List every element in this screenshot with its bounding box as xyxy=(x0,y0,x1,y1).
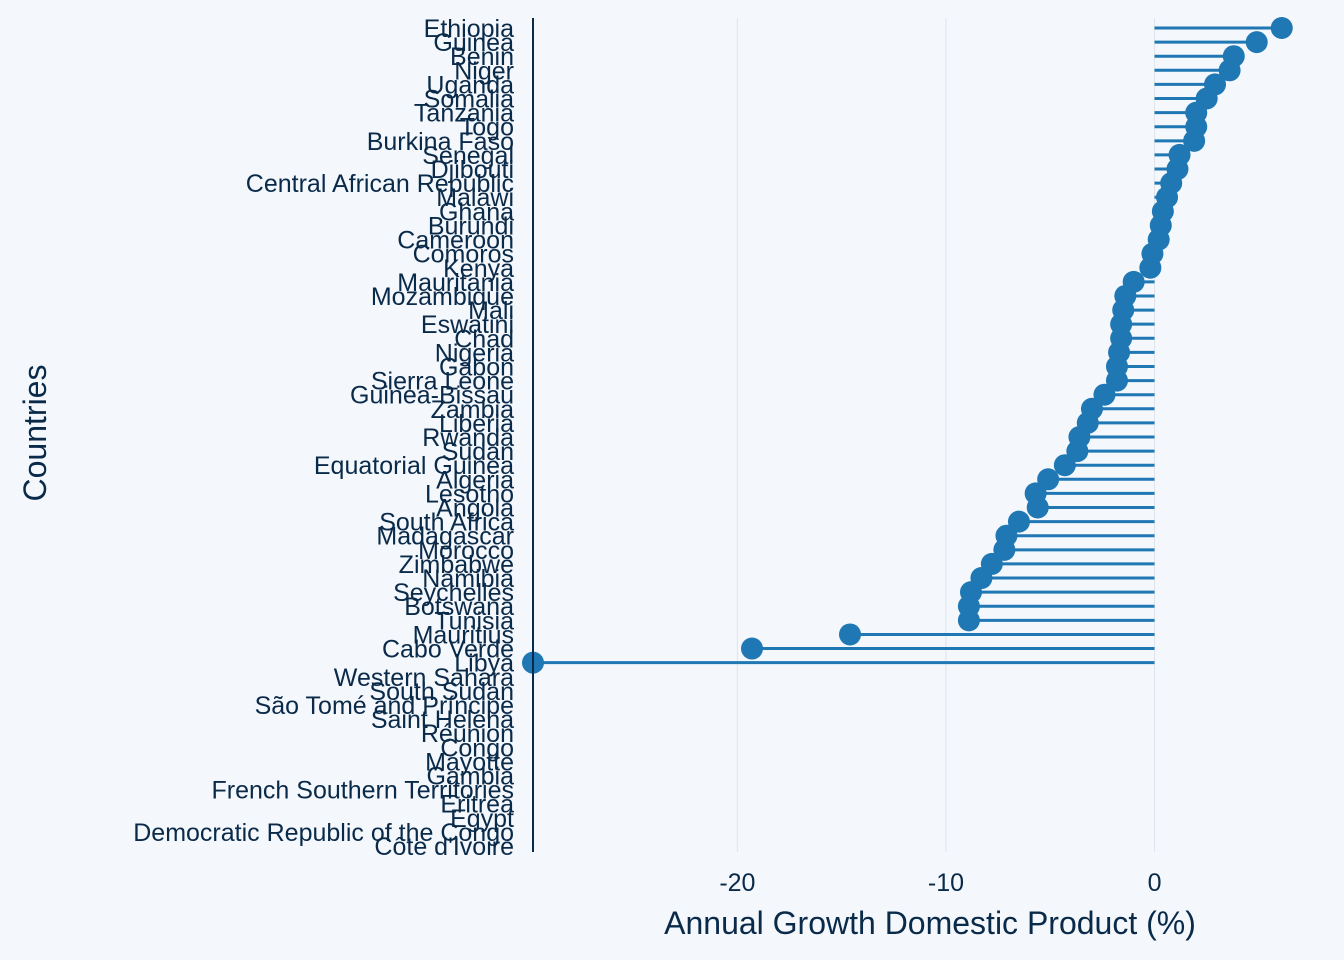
country-label-49: Saint Helena xyxy=(371,706,514,734)
point-43 xyxy=(839,623,862,646)
point-26 xyxy=(1093,383,1116,406)
point-35 xyxy=(1007,510,1030,533)
country-label-12: Malawi xyxy=(436,184,514,212)
country-label-38: Zimbabwe xyxy=(399,551,514,579)
country-label-42: Tunisia xyxy=(434,607,514,635)
country-label-6: Tanzania xyxy=(414,100,514,128)
country-label-36: Madagascar xyxy=(376,523,514,551)
point-17 xyxy=(1139,256,1162,279)
country-label-33: Lesotho xyxy=(425,480,514,508)
country-label-5: Somalia xyxy=(424,86,514,114)
country-label-25: Sierra Leone xyxy=(371,368,514,396)
country-label-17: Kenya xyxy=(443,255,514,283)
x-tick-labels: -20 -10 0 xyxy=(719,869,1161,897)
country-label-1: Guinea xyxy=(433,29,514,57)
point-32 xyxy=(1037,468,1060,491)
point-34 xyxy=(1026,496,1049,519)
country-label-34: Angola xyxy=(436,495,514,523)
point-42 xyxy=(957,609,980,632)
x-tick-label--20: -20 xyxy=(719,869,755,897)
country-label-9: Senegal xyxy=(422,142,514,170)
country-label-19: Mozambique xyxy=(371,283,514,311)
country-labels: EthiopiaGuineaBeninNigerUgandaSomaliaTan… xyxy=(133,15,514,861)
country-label-31: Equatorial Guinea xyxy=(314,452,514,480)
country-label-58: Côte d'Ivoire xyxy=(374,833,514,861)
point-0 xyxy=(1270,17,1293,39)
country-label-26: Guinea-Bissau xyxy=(350,382,514,410)
country-label-21: Eswatini xyxy=(421,311,514,339)
x-tick-label--10: -10 xyxy=(928,869,964,897)
y-axis-title: Countries xyxy=(17,365,53,502)
country-label-46: Western Sahara xyxy=(334,664,514,692)
country-label-8: Burkina Faso xyxy=(367,128,514,156)
country-label-3: Niger xyxy=(454,57,514,85)
x-tick-label-0: 0 xyxy=(1148,869,1162,897)
country-label-0: Ethiopia xyxy=(424,15,514,43)
point-1 xyxy=(1245,31,1268,54)
grid-layer xyxy=(736,18,1156,852)
country-label-47: South Sudan xyxy=(369,678,514,706)
country-label-48: São Tomé and Príncipe xyxy=(255,692,514,720)
country-label-27: Zambia xyxy=(431,396,514,424)
point-layer xyxy=(522,17,1293,674)
country-label-41: Botswana xyxy=(404,593,514,621)
country-label-56: Egypt xyxy=(450,805,514,833)
country-label-24: Gabon xyxy=(439,353,514,381)
country-label-11: Central African Republic xyxy=(246,170,514,198)
country-label-37: Morocco xyxy=(418,537,514,565)
country-label-39: Namibia xyxy=(422,565,514,593)
point-25 xyxy=(1105,369,1128,392)
country-label-10: Djibouti xyxy=(431,156,514,184)
country-label-18: Mauritania xyxy=(397,269,514,297)
x-axis-title: Annual Growth Domestic Product (%) xyxy=(664,905,1196,941)
point-3 xyxy=(1218,59,1241,82)
country-label-51: Congo xyxy=(440,734,514,762)
country-label-55: Eritrea xyxy=(440,791,514,819)
country-label-32: Algeria xyxy=(436,466,514,494)
country-label-14: Burundi xyxy=(428,212,514,240)
country-label-23: Nigeria xyxy=(435,339,514,367)
country-label-43: Mauritius xyxy=(413,621,514,649)
country-label-4: Uganda xyxy=(426,71,514,99)
country-label-40: Seychelles xyxy=(393,579,514,607)
country-label-16: Comoros xyxy=(413,241,514,269)
stem-layer xyxy=(533,26,1282,665)
country-label-20: Mali xyxy=(468,297,514,325)
country-label-54: French Southern Territories xyxy=(212,777,514,805)
country-label-30: Sudan xyxy=(442,438,514,466)
country-label-29: Rwanda xyxy=(422,424,514,452)
country-label-28: Liberia xyxy=(439,410,514,438)
country-label-52: Mayotte xyxy=(425,748,514,776)
country-label-13: Ghana xyxy=(439,198,514,226)
country-label-44: Cabo Verde xyxy=(382,636,514,664)
country-label-57: Democratic Republic of the Congo xyxy=(133,819,514,847)
country-label-35: South Africa xyxy=(379,509,514,537)
point-44 xyxy=(740,637,763,660)
point-8 xyxy=(1183,129,1206,152)
country-label-2: Benin xyxy=(450,43,514,71)
country-label-50: Réunion xyxy=(421,720,514,748)
country-label-45: Libya xyxy=(454,650,514,678)
country-label-7: Togo xyxy=(460,114,514,142)
point-37 xyxy=(993,538,1016,561)
country-label-15: Cameroon xyxy=(397,227,514,255)
point-30 xyxy=(1066,440,1089,463)
country-label-22: Chad xyxy=(454,325,514,353)
country-label-53: Gambia xyxy=(426,762,514,790)
point-31 xyxy=(1053,454,1076,477)
